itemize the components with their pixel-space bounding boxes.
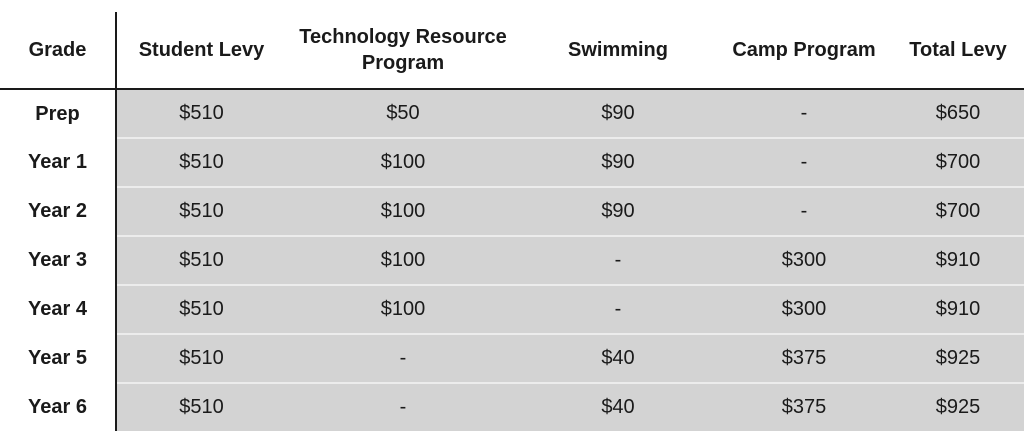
camp-cell: - xyxy=(716,89,892,139)
table-body: Prep $510 $50 $90 - $650 Year 1 $510 $10… xyxy=(0,89,1024,431)
technology-cell: $50 xyxy=(286,89,520,139)
header-technology-resource-program: Technology Resource Program xyxy=(286,12,520,90)
grade-cell: Year 1 xyxy=(0,138,117,187)
technology-cell: $100 xyxy=(286,138,520,188)
technology-cell: - xyxy=(286,383,520,431)
grade-cell: Year 4 xyxy=(0,285,117,334)
total-levy-cell: $925 xyxy=(892,383,1024,431)
table-row: Year 5 $510 - $40 $375 $925 xyxy=(0,334,1024,384)
total-levy-cell: $925 xyxy=(892,334,1024,384)
swimming-cell: $40 xyxy=(520,383,716,431)
student-levy-cell: $510 xyxy=(116,285,286,335)
student-levy-cell: $510 xyxy=(116,187,286,237)
total-levy-cell: $910 xyxy=(892,236,1024,286)
camp-cell: $375 xyxy=(716,334,892,384)
table-row: Year 3 $510 $100 - $300 $910 xyxy=(0,236,1024,286)
camp-cell: $300 xyxy=(716,285,892,335)
levy-table: Grade Student Levy Technology Resource P… xyxy=(0,12,1024,431)
swimming-cell: - xyxy=(520,236,716,286)
grade-cell: Year 2 xyxy=(0,187,117,236)
swimming-cell: $40 xyxy=(520,334,716,384)
header-total-levy: Total Levy xyxy=(892,12,1024,90)
table-header: Grade Student Levy Technology Resource P… xyxy=(0,12,1024,90)
technology-cell: $100 xyxy=(286,187,520,237)
table-row: Prep $510 $50 $90 - $650 xyxy=(0,89,1024,139)
swimming-cell: $90 xyxy=(520,187,716,237)
technology-cell: - xyxy=(286,334,520,384)
header-camp-program: Camp Program xyxy=(716,12,892,90)
camp-cell: $375 xyxy=(716,383,892,431)
grade-cell: Year 5 xyxy=(0,334,117,383)
student-levy-cell: $510 xyxy=(116,334,286,384)
student-levy-cell: $510 xyxy=(116,89,286,139)
student-levy-cell: $510 xyxy=(116,383,286,431)
grade-cell: Prep xyxy=(0,89,117,138)
grade-cell: Year 6 xyxy=(0,383,117,431)
student-levy-cell: $510 xyxy=(116,138,286,188)
total-levy-cell: $910 xyxy=(892,285,1024,335)
swimming-cell: - xyxy=(520,285,716,335)
technology-cell: $100 xyxy=(286,285,520,335)
swimming-cell: $90 xyxy=(520,89,716,139)
header-grade: Grade xyxy=(0,12,117,90)
table-row: Year 2 $510 $100 $90 - $700 xyxy=(0,187,1024,237)
total-levy-cell: $700 xyxy=(892,187,1024,237)
camp-cell: $300 xyxy=(716,236,892,286)
camp-cell: - xyxy=(716,187,892,237)
swimming-cell: $90 xyxy=(520,138,716,188)
header-student-levy: Student Levy xyxy=(116,12,286,90)
table-row: Year 4 $510 $100 - $300 $910 xyxy=(0,285,1024,335)
header-swimming: Swimming xyxy=(520,12,716,90)
total-levy-cell: $650 xyxy=(892,89,1024,139)
table-row: Year 1 $510 $100 $90 - $700 xyxy=(0,138,1024,188)
technology-cell: $100 xyxy=(286,236,520,286)
student-levy-cell: $510 xyxy=(116,236,286,286)
grade-cell: Year 3 xyxy=(0,236,117,285)
total-levy-cell: $700 xyxy=(892,138,1024,188)
header-row: Grade Student Levy Technology Resource P… xyxy=(0,12,1024,90)
table-row: Year 6 $510 - $40 $375 $925 xyxy=(0,383,1024,431)
camp-cell: - xyxy=(716,138,892,188)
